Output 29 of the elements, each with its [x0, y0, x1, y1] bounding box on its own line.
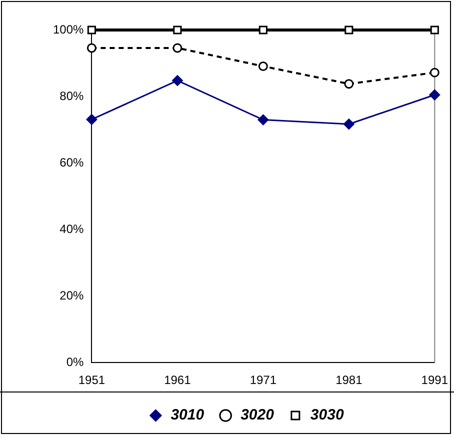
y-tick-label: 0% — [66, 354, 84, 369]
y-tick-label: 80% — [60, 88, 84, 103]
legend-label: 3020 — [240, 406, 275, 424]
y-tick-label: 20% — [60, 288, 84, 302]
point — [86, 43, 96, 53]
point — [172, 75, 183, 86]
point — [430, 68, 440, 78]
point — [258, 26, 268, 34]
legend-label: 3010 — [170, 406, 205, 424]
x-tick-label: 1991 — [421, 373, 448, 388]
x-tick-label: 1961 — [164, 373, 192, 388]
legend-label: 3030 — [310, 406, 344, 424]
point — [258, 114, 269, 126]
point — [344, 79, 354, 89]
point — [343, 118, 354, 130]
point — [429, 89, 440, 100]
point — [87, 26, 96, 34]
point — [258, 62, 268, 72]
point — [86, 114, 98, 125]
y-tick-label: 100% — [52, 22, 84, 36]
point — [430, 26, 439, 34]
x-tick-label: 1981 — [336, 373, 363, 388]
point — [344, 26, 354, 34]
point — [173, 26, 182, 34]
y-tick-label: 60% — [60, 155, 84, 170]
point — [172, 43, 182, 53]
x-tick-label: 1971 — [250, 373, 277, 388]
x-tick-label: 1951 — [78, 373, 106, 388]
y-tick-label: 40% — [60, 222, 84, 236]
